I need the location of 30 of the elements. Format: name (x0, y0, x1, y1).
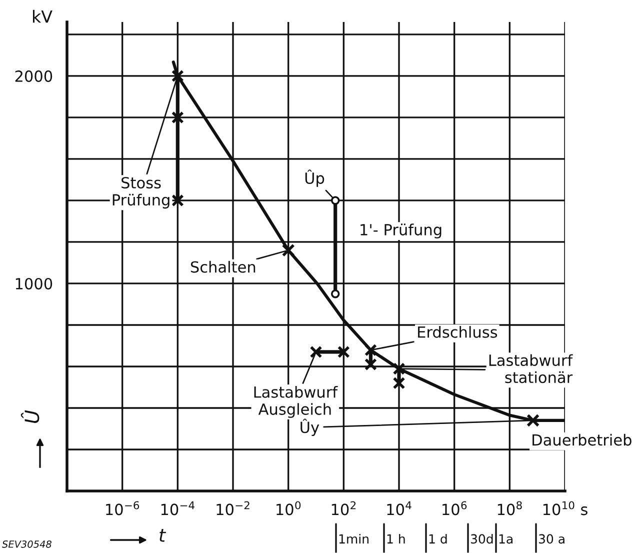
x-tick-label: 10$^{−6}$ (106, 501, 140, 516)
x-tick-label: 10$^{0}$ (276, 501, 301, 516)
legend-label: Lastabwurf Ausgleich (254, 386, 338, 418)
annotation: Ûy (300, 418, 320, 436)
text: SEV30548 (2, 540, 52, 548)
series-label: Stoss Prüfung (112, 176, 170, 209)
text: kV (32, 10, 52, 23)
x-tick-label: 10$^{4}$ (387, 501, 412, 516)
x-tick-label: 10$^{10}$ s (543, 501, 588, 516)
x-tick-label: 10$^{−4}$ (161, 501, 194, 516)
series-label: 1'- Prüfung (360, 224, 442, 238)
x-tick-label: 10$^{8}$ (498, 501, 522, 516)
x-tick-label: 10$^{6}$ (442, 501, 467, 516)
text: 1 h (387, 534, 405, 544)
text: 30 a (538, 534, 564, 544)
series-label: Schalten (190, 260, 256, 273)
text: Lastabwurf stationär (489, 354, 573, 384)
x-axis-title: t (160, 529, 166, 542)
y-tick-label: 1000 (16, 278, 52, 290)
text: 1 d (429, 534, 447, 544)
x-tick-label: 10$^{−2}$ (216, 501, 250, 516)
text: Erdschluss (418, 326, 498, 338)
x-tick-label: 10$^{2}$ (332, 501, 356, 516)
y-axis-title: Û (20, 410, 40, 423)
y-tick-label: 2000 (15, 70, 52, 82)
text: 1min (339, 534, 368, 544)
series-label: Dauerbetrieb (532, 434, 632, 446)
text: 30d (470, 534, 493, 544)
annotation: Ûp (305, 170, 324, 187)
text: 1a (499, 534, 512, 544)
